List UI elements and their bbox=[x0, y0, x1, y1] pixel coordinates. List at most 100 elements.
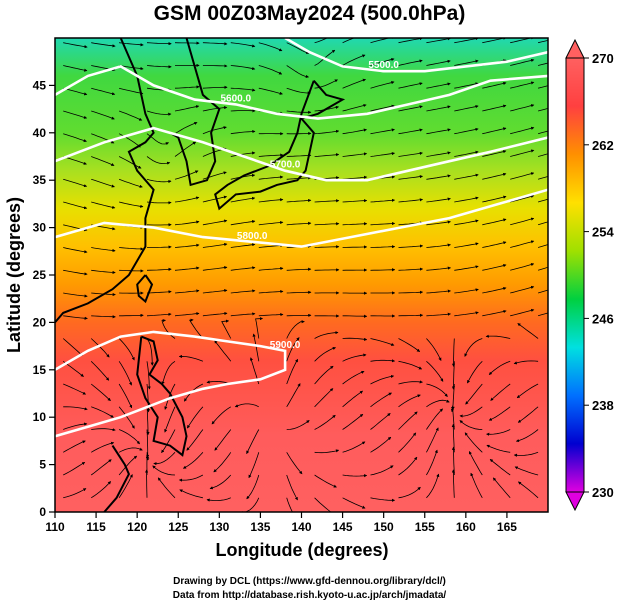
streamline bbox=[370, 413, 391, 430]
y-tick-label: 30 bbox=[33, 221, 47, 235]
streamline bbox=[314, 388, 334, 408]
streamline bbox=[370, 38, 395, 44]
streamline bbox=[517, 481, 539, 499]
y-tick-label: 5 bbox=[39, 458, 46, 472]
streamline bbox=[221, 319, 232, 339]
streamline bbox=[91, 269, 116, 275]
streamline bbox=[451, 469, 455, 498]
streamline bbox=[174, 196, 200, 203]
streamline bbox=[186, 406, 204, 429]
streamline bbox=[459, 420, 483, 430]
streamline bbox=[342, 370, 365, 385]
streamline bbox=[537, 312, 548, 317]
streamline bbox=[118, 338, 135, 361]
streamline bbox=[482, 309, 507, 317]
x-tick-label: 120 bbox=[127, 520, 147, 534]
streamline bbox=[118, 87, 144, 95]
streamline bbox=[258, 312, 284, 317]
streamline bbox=[147, 245, 172, 249]
colorbar: 230 238 246 254 262 270 bbox=[565, 38, 614, 512]
x-axis-label: Longitude (degrees) bbox=[215, 540, 388, 560]
x-tick-label: 160 bbox=[456, 520, 476, 534]
colorbar-ticks: 230 238 246 254 262 270 bbox=[584, 51, 614, 500]
streamline bbox=[342, 353, 367, 362]
streamline bbox=[398, 38, 423, 44]
streamline bbox=[398, 456, 418, 476]
streamline bbox=[258, 87, 283, 95]
streamline bbox=[119, 313, 144, 317]
streamline bbox=[398, 338, 421, 352]
x-tick-label: 130 bbox=[209, 520, 229, 534]
height-contour bbox=[55, 188, 548, 248]
streamline bbox=[370, 128, 395, 135]
streamline bbox=[370, 392, 392, 408]
streamline bbox=[342, 390, 364, 408]
streamline bbox=[398, 360, 423, 370]
streamline bbox=[370, 465, 394, 476]
streamline bbox=[63, 488, 87, 499]
streamline bbox=[426, 174, 451, 180]
streamline bbox=[342, 245, 368, 249]
streamline bbox=[258, 153, 284, 157]
streamline bbox=[538, 39, 548, 44]
streamline bbox=[152, 465, 176, 476]
streamlines bbox=[62, 38, 548, 512]
streamline bbox=[91, 428, 116, 432]
streamline bbox=[174, 312, 200, 317]
streamline bbox=[119, 247, 144, 251]
chart-canvas: 5500.0 5600.0 5700.0 5800.0 5900.0 110 115 120… bbox=[4, 37, 614, 560]
height-contour bbox=[55, 126, 548, 182]
streamline bbox=[146, 65, 172, 69]
streamline bbox=[118, 156, 142, 169]
streamline bbox=[470, 472, 483, 498]
streamline bbox=[230, 42, 256, 48]
streamline bbox=[286, 290, 312, 294]
streamline bbox=[454, 127, 479, 135]
streamline bbox=[468, 451, 483, 476]
streamline bbox=[174, 220, 200, 226]
streamline bbox=[398, 486, 421, 499]
streamline bbox=[286, 497, 293, 512]
x-tick-label: 115 bbox=[86, 520, 106, 534]
streamline bbox=[146, 201, 172, 205]
streamline bbox=[202, 126, 227, 135]
streamline bbox=[488, 360, 511, 375]
streamline bbox=[426, 197, 451, 203]
streamline bbox=[537, 266, 548, 271]
streamline bbox=[454, 265, 479, 271]
streamline bbox=[426, 449, 438, 476]
streamline bbox=[286, 313, 312, 317]
streamline bbox=[90, 441, 115, 453]
streamline bbox=[516, 383, 539, 399]
streamline bbox=[286, 110, 312, 114]
streamline bbox=[426, 151, 451, 157]
streamline bbox=[174, 141, 197, 157]
streamline bbox=[454, 105, 479, 112]
streamline bbox=[398, 313, 424, 317]
streamline bbox=[179, 489, 203, 499]
streamline bbox=[230, 312, 256, 317]
streamline bbox=[286, 221, 312, 226]
x-tick-label: 135 bbox=[250, 520, 270, 534]
coastline-segment bbox=[136, 274, 154, 304]
streamline bbox=[286, 267, 312, 271]
streamline bbox=[513, 451, 539, 457]
streamline bbox=[202, 42, 228, 46]
streamline bbox=[63, 247, 88, 254]
streamline bbox=[486, 429, 511, 436]
streamline bbox=[514, 466, 539, 476]
streamline bbox=[314, 365, 334, 385]
streamline bbox=[202, 195, 228, 203]
streamline bbox=[426, 312, 452, 317]
streamline bbox=[286, 452, 303, 475]
x-tick-label: 125 bbox=[168, 520, 188, 534]
streamline bbox=[213, 452, 232, 473]
streamline bbox=[63, 269, 88, 276]
y-tick-label: 20 bbox=[33, 315, 47, 329]
streamline bbox=[286, 383, 301, 408]
streamline bbox=[174, 266, 200, 271]
streamline bbox=[63, 315, 88, 320]
streamline bbox=[314, 268, 340, 272]
coastline-segment bbox=[103, 445, 131, 512]
streamline bbox=[91, 315, 116, 319]
